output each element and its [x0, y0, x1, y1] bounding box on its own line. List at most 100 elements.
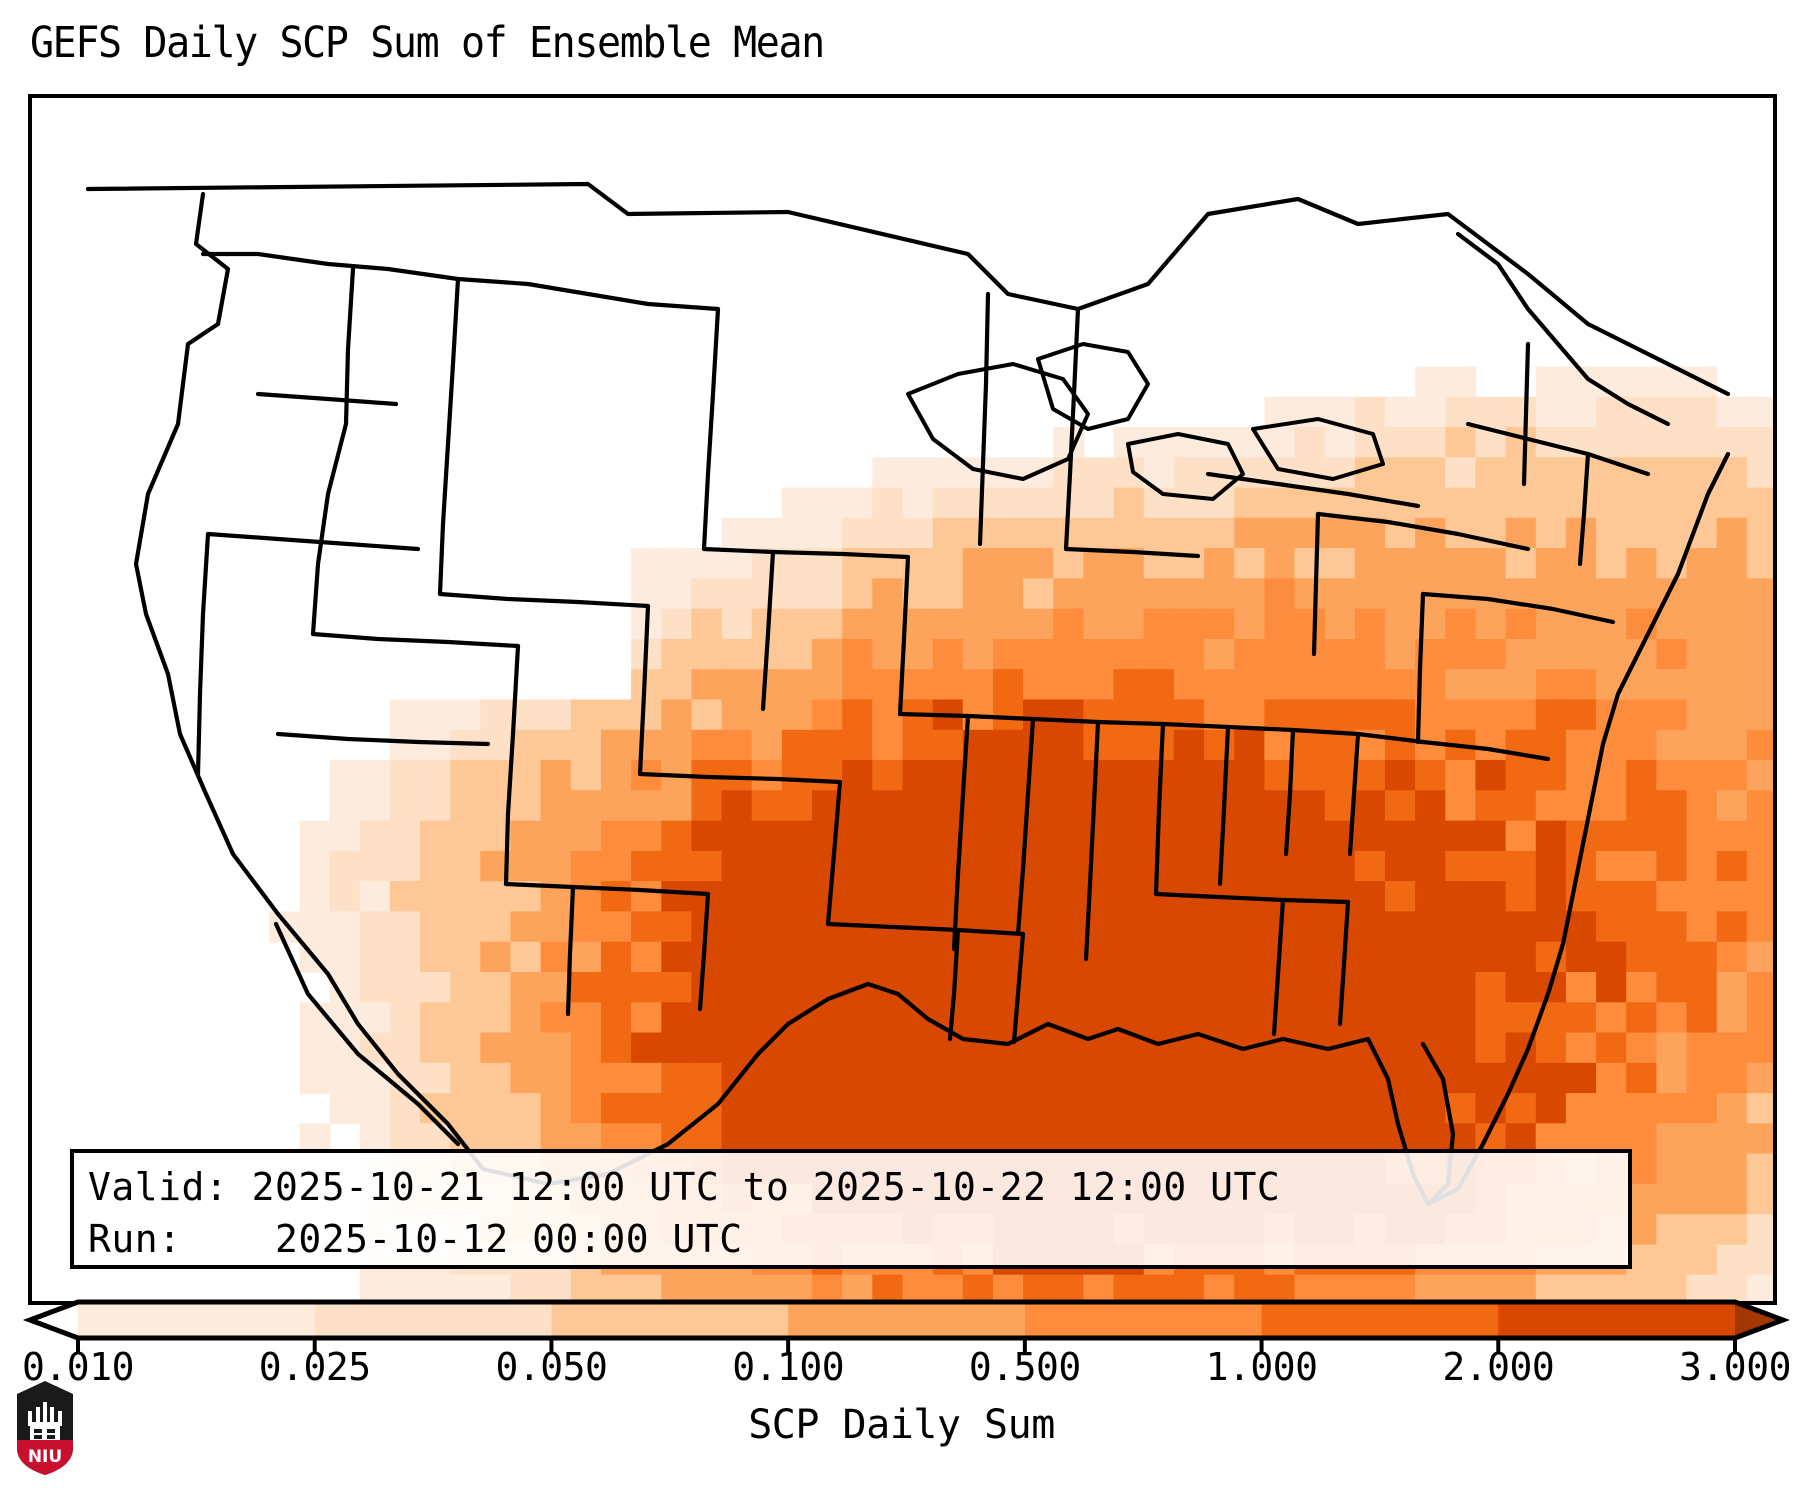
- heatmap-cell: [299, 850, 331, 882]
- heatmap-cell: [1445, 1032, 1477, 1064]
- heatmap-cell: [1083, 1093, 1115, 1125]
- heatmap-cell: [1234, 911, 1266, 943]
- heatmap-cell: [1716, 1244, 1748, 1276]
- heatmap-cell: [1264, 517, 1296, 549]
- heatmap-cell: [1746, 1244, 1773, 1276]
- heatmap-cell: [299, 820, 331, 852]
- heatmap-cell: [450, 699, 482, 731]
- heatmap-cell: [1505, 1002, 1537, 1034]
- heatmap-cell: [1475, 1062, 1507, 1094]
- heatmap-cell: [1294, 820, 1326, 852]
- heatmap-cell: [1686, 427, 1718, 459]
- heatmap-cell: [1716, 850, 1748, 882]
- heatmap-cell: [1596, 1093, 1628, 1125]
- heatmap-cell: [812, 638, 843, 670]
- heatmap-cell: [1656, 911, 1688, 943]
- heatmap-cell: [1656, 820, 1688, 852]
- heatmap-cell: [1475, 699, 1507, 731]
- heatmap-cell: [570, 850, 602, 882]
- map-panel[interactable]: Valid: 2025-10-21 12:00 UTC to 2025-10-2…: [28, 94, 1777, 1305]
- heatmap-cell: [1626, 366, 1658, 398]
- heatmap-cell: [993, 638, 1024, 670]
- heatmap-cell: [1686, 578, 1718, 610]
- heatmap-cell: [1385, 850, 1416, 882]
- niu-logo[interactable]: NIU: [14, 1378, 76, 1478]
- heatmap-cell: [1596, 941, 1628, 973]
- heatmap-cell: [721, 1093, 753, 1125]
- heatmap-cell: [1746, 911, 1773, 943]
- heatmap-cell: [1716, 1062, 1748, 1094]
- colorbar-tick-label: 0.025: [258, 1345, 371, 1389]
- heatmap-cell: [1173, 1093, 1205, 1125]
- heatmap-cell: [540, 941, 572, 973]
- heatmap-cell: [781, 850, 813, 882]
- heatmap-cell: [1746, 699, 1773, 731]
- heatmap-cell: [962, 1062, 994, 1094]
- page-title: GEFS Daily SCP Sum of Ensemble Mean: [30, 18, 825, 68]
- heatmap-cell: [1656, 1183, 1688, 1215]
- colorbar[interactable]: [0, 1288, 1803, 1358]
- heatmap-cell: [721, 517, 753, 549]
- heatmap-cell: [1716, 427, 1748, 459]
- heatmap-cell: [1204, 1062, 1236, 1094]
- heatmap-cell: [1565, 669, 1597, 701]
- heatmap-cell: [902, 669, 934, 701]
- heatmap-cell: [420, 1002, 451, 1034]
- heatmap-cell: [1324, 517, 1356, 549]
- heatmap-cell: [1565, 1274, 1597, 1301]
- heatmap-cell: [1505, 941, 1537, 973]
- heatmap-cell: [1083, 790, 1115, 822]
- heatmap-cell: [1596, 1032, 1628, 1064]
- heatmap-cell: [359, 1093, 391, 1125]
- heatmap-cell: [1475, 578, 1507, 610]
- heatmap-cell: [1716, 487, 1748, 519]
- heatmap-cell: [691, 729, 723, 761]
- heatmap-cell: [389, 760, 421, 792]
- heatmap-cell: [872, 457, 904, 489]
- heatmap-cell: [1596, 1274, 1628, 1301]
- heatmap-cell: [1143, 729, 1175, 761]
- heatmap-cell: [1053, 881, 1085, 913]
- heatmap-cell: [1445, 972, 1477, 1004]
- heatmap-cell: [751, 1062, 783, 1094]
- border-path: [977, 291, 991, 547]
- heatmap-cell: [1746, 850, 1773, 882]
- heatmap-cell: [993, 578, 1024, 610]
- heatmap-cell: [932, 517, 964, 549]
- heatmap-cell: [1294, 517, 1326, 549]
- heatmap-cell: [1656, 517, 1688, 549]
- heatmap-cell: [1475, 911, 1507, 943]
- heatmap-cell: [1505, 427, 1537, 459]
- heatmap-cell: [691, 820, 723, 852]
- heatmap-cell: [721, 699, 753, 731]
- heatmap-cell: [450, 972, 482, 1004]
- border-path: [1153, 891, 1351, 905]
- heatmap-cell: [812, 729, 843, 761]
- heatmap-cell: [872, 881, 904, 913]
- heatmap-cell: [962, 881, 994, 913]
- border-path: [760, 549, 776, 712]
- heatmap-cell: [1716, 941, 1748, 973]
- heatmap-cell: [329, 850, 361, 882]
- heatmap-cell: [1354, 396, 1386, 428]
- heatmap-cell: [932, 1093, 964, 1125]
- heatmap-cell: [1475, 548, 1507, 580]
- heatmap-cell: [1234, 548, 1266, 580]
- heatmap-cell: [962, 578, 994, 610]
- heatmap-cell: [1475, 729, 1507, 761]
- heatmap-cell: [1535, 1093, 1567, 1125]
- heatmap-cell: [1264, 881, 1296, 913]
- heatmap-cell: [1475, 1002, 1507, 1034]
- heatmap-cell: [1716, 1214, 1748, 1246]
- heatmap-cell: [1626, 941, 1658, 973]
- heatmap-cell: [570, 1032, 602, 1064]
- heatmap-cell: [510, 972, 542, 1004]
- heatmap-cell: [420, 699, 451, 731]
- heatmap-cell: [1656, 396, 1688, 428]
- heatmap-cell: [1264, 548, 1296, 580]
- heatmap-cell: [1596, 820, 1628, 852]
- heatmap-cell: [1535, 1062, 1567, 1094]
- heatmap-cell: [812, 1093, 843, 1125]
- heatmap-cell: [1475, 1032, 1507, 1064]
- heatmap-cell: [389, 881, 421, 913]
